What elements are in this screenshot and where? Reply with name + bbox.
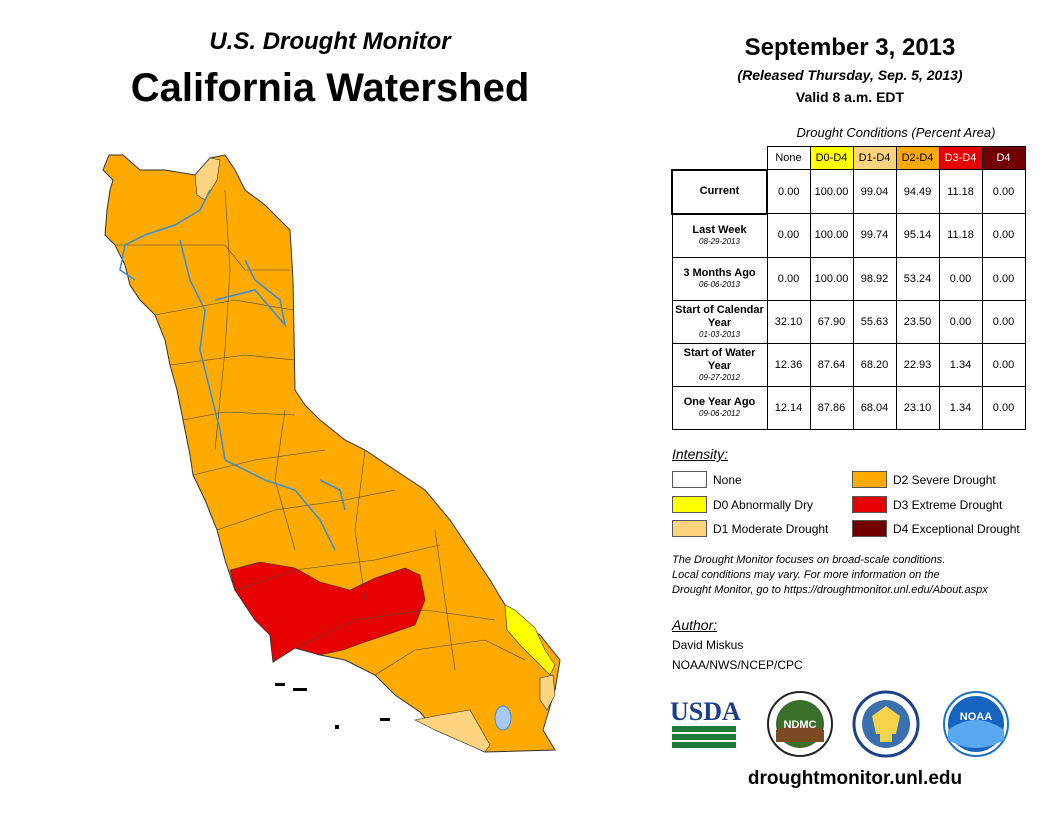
legend-item-d2: D2 Severe Drought [852,471,996,488]
table-cell: 87.86 [809,385,854,430]
table-cell: 1.34 [938,342,983,387]
row-label: Current [671,168,768,215]
author-name: David Miskus [672,638,744,652]
legend-item-d0: D0 Abnormally Dry [672,496,813,513]
table-cell: 0.00 [981,169,1026,214]
table-cell: 0.00 [981,342,1026,387]
table-cell: 23.10 [895,385,940,430]
legend-item-d4: D4 Exceptional Drought [852,520,1020,537]
table-cell: 99.04 [852,169,897,214]
legend-swatch [852,496,887,513]
salton-sea [494,705,512,731]
drought-conditions-table: None D0-D4 D1-D4 D2-D4 D3-D4 D4 Current … [671,146,1026,430]
map-title: California Watershed [130,66,530,110]
table-cell: 53.24 [895,256,940,301]
legend-swatch [672,496,707,513]
commerce-seal-logo [852,690,920,758]
row-label: 3 Months Ago 06-06-2013 [671,256,768,301]
author-title: Author: [672,617,718,633]
table-cell: 55.63 [852,299,897,344]
ndmc-logo: NDMC [767,691,833,757]
table-cell: 11.18 [938,213,983,258]
svg-text:NDMC: NDMC [784,719,817,731]
svg-text:NOAA: NOAA [960,711,992,723]
table-cell: 67.90 [809,299,854,344]
legend-swatch [852,520,887,537]
legend-item-d1: D1 Moderate Drought [672,520,828,537]
col-header: D3-D4 [938,146,983,170]
table-cell: 0.00 [938,299,983,344]
noaa-logo: NOAA [943,691,1009,757]
table-row: Last Week 08-29-2013 0.00 100.00 99.74 95… [671,213,1026,258]
map-subtitle: U.S. Drought Monitor [209,28,451,55]
author-org: NOAA/NWS/NCEP/CPC [672,658,803,672]
table-cell: 12.36 [766,342,811,387]
table-cell: 0.00 [981,256,1026,301]
table-header-row: None D0-D4 D1-D4 D2-D4 D3-D4 D4 [672,146,1026,170]
table-cell: 100.00 [809,213,854,258]
table-row: One Year Ago 09-06-2012 12.14 87.86 68.04… [671,385,1026,430]
table-cell: 23.50 [895,299,940,344]
table-cell: 22.93 [895,342,940,387]
map-date: September 3, 2013 [744,34,956,61]
table-cell: 1.34 [938,385,983,430]
channel-islands [275,683,390,729]
d1-moderate-east [539,674,556,711]
d2-severe-region [102,154,561,753]
legend-item-none: None [672,471,742,488]
table-row: Start of Water Year 09-27-2012 12.36 87.6… [671,342,1026,387]
col-header: D1-D4 [852,146,897,170]
table-cell: 11.18 [938,169,983,214]
table-row: Start of Calendar Year 01-03-2013 32.10 6… [671,299,1026,344]
table-cell: 87.64 [809,342,854,387]
table-cell: 94.49 [895,169,940,214]
legend-swatch [672,471,707,488]
table-cell: 0.00 [766,169,811,214]
table-cell: 0.00 [981,385,1026,430]
table-cell: 0.00 [938,256,983,301]
row-label: Start of Water Year 09-27-2012 [671,342,768,387]
table-cell: 68.04 [852,385,897,430]
table-cell: 0.00 [766,256,811,301]
col-header: None [766,146,811,170]
d0-abnormally-dry [504,604,556,676]
table-cell: 0.00 [981,299,1026,344]
table-cell: 0.00 [766,213,811,258]
table-cell: 99.74 [852,213,897,258]
agency-logos: USDA NDMC NOAA [670,690,1009,758]
table-cell: 32.10 [766,299,811,344]
table-cell: 12.14 [766,385,811,430]
legend-swatch [852,471,887,488]
row-label: Start of Calendar Year 01-03-2013 [671,299,768,344]
valid-time: Valid 8 a.m. EDT [795,89,905,105]
table-cell: 100.00 [809,256,854,301]
county-boundaries [115,189,526,676]
disclaimer-note: The Drought Monitor focuses on broad-sca… [672,554,988,596]
legend-swatch [672,520,707,537]
d3-extreme-region [229,561,426,663]
table-caption: Drought Conditions (Percent Area) [796,125,996,140]
table-cell: 68.20 [852,342,897,387]
website-link[interactable]: droughtmonitor.unl.edu [747,768,963,789]
release-date: (Released Thursday, Sep. 5, 2013) [737,67,963,83]
d1-moderate-north [194,157,221,201]
svg-text:USDA: USDA [670,697,741,726]
table-cell: 98.92 [852,256,897,301]
rivers [119,189,346,551]
col-header: D0-D4 [809,146,854,170]
row-label: One Year Ago 09-06-2012 [671,385,768,430]
col-header: D2-D4 [895,146,940,170]
legend-item-d3: D3 Extreme Drought [852,496,1002,513]
d1-moderate-south [414,709,491,753]
table-row: 3 Months Ago 06-06-2013 0.00 100.00 98.92… [671,256,1026,301]
california-drought-map [102,154,561,753]
col-header: D4 [981,146,1026,170]
table-row: Current 0.00 100.00 99.04 94.49 11.18 0.… [671,168,1026,215]
legend-title: Intensity: [672,446,729,462]
usda-logo: USDA [670,697,741,748]
table-cell: 100.00 [809,169,854,214]
table-cell: 0.00 [981,213,1026,258]
row-label: Last Week 08-29-2013 [671,213,768,258]
table-cell: 95.14 [895,213,940,258]
